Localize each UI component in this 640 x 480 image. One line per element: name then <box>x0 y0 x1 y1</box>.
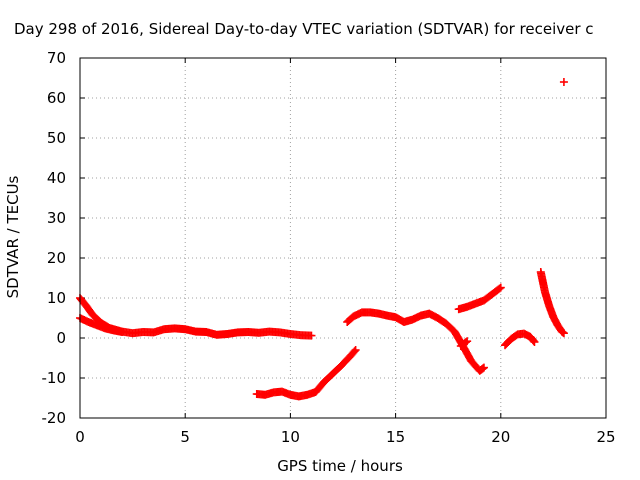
data-series <box>559 78 568 86</box>
y-tick-label: 40 <box>47 169 66 187</box>
data-point <box>461 338 470 347</box>
data-point <box>479 363 488 372</box>
y-tick-label: 60 <box>47 89 66 107</box>
y-tick-label: 30 <box>47 209 66 227</box>
x-tick-label: 5 <box>180 428 190 446</box>
y-tick-label: 10 <box>47 289 66 307</box>
y-tick-label: 0 <box>56 329 66 347</box>
data-point <box>496 283 505 292</box>
data-point <box>463 337 472 346</box>
data-point <box>529 336 538 345</box>
x-axis-label: GPS time / hours <box>277 457 403 475</box>
x-tick-label: 15 <box>386 428 405 446</box>
data-series <box>76 314 127 336</box>
y-tick-label: -20 <box>42 409 67 427</box>
data-series <box>252 346 360 401</box>
data-point <box>351 346 360 354</box>
x-tick-label: 20 <box>491 428 510 446</box>
data-point <box>307 331 316 340</box>
y-tick-label: -10 <box>42 369 67 387</box>
data-series <box>501 329 539 350</box>
data-series <box>76 294 316 340</box>
data-series <box>343 308 488 375</box>
x-tick-label: 25 <box>596 428 615 446</box>
x-tick-label: 10 <box>281 428 300 446</box>
x-tick-label: 0 <box>75 428 85 446</box>
data-series <box>454 283 505 314</box>
data-series <box>536 268 568 338</box>
data-points <box>76 78 568 401</box>
y-tick-label: 70 <box>47 49 66 67</box>
data-point <box>559 78 568 86</box>
y-axis-label: SDTVAR / TECUs <box>4 175 22 298</box>
data-series <box>456 337 472 350</box>
plot-frame <box>79 57 607 419</box>
chart-title: Day 298 of 2016, Sidereal Day-to-day VTE… <box>14 20 594 38</box>
data-point <box>558 328 567 337</box>
y-tick-label: 20 <box>47 249 66 267</box>
data-point <box>530 338 539 346</box>
data-point <box>118 328 127 336</box>
data-point <box>350 347 359 356</box>
data-point <box>495 284 504 293</box>
data-point <box>559 329 568 338</box>
grid-lines <box>80 58 606 418</box>
y-tick-label: 50 <box>47 129 66 147</box>
axis-ticks: 0 5 10 15 20 25 -20 -10 0 10 20 30 40 50 60 70 <box>42 49 616 446</box>
